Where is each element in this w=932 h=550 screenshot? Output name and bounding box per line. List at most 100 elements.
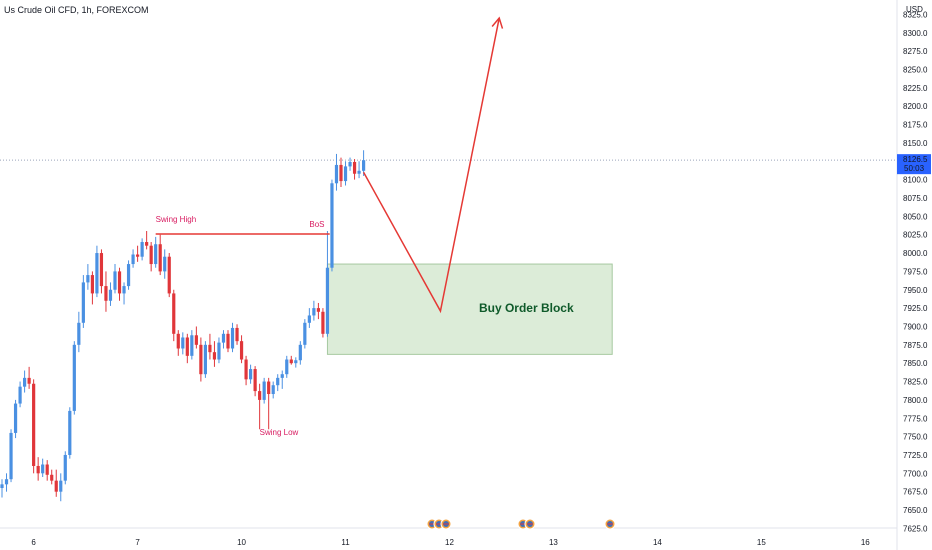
candle-body bbox=[212, 352, 217, 360]
y-tick-label: 7700.0 bbox=[903, 469, 928, 478]
candle-body bbox=[285, 359, 289, 375]
candle-body bbox=[276, 377, 280, 386]
candle-body bbox=[217, 342, 221, 360]
candle-body bbox=[312, 308, 316, 316]
candlestick-series bbox=[0, 150, 366, 502]
candle-body bbox=[54, 480, 58, 492]
y-tick-label: 7625.0 bbox=[903, 524, 928, 533]
candle-body bbox=[303, 322, 307, 345]
candle-body bbox=[18, 386, 22, 404]
y-tick-label: 7775.0 bbox=[903, 414, 928, 423]
candle-body bbox=[32, 383, 36, 466]
price-tag: 8126.5 50:03 bbox=[897, 154, 931, 175]
buy-order-block[interactable]: Buy Order Block bbox=[326, 263, 613, 355]
buy-order-block-zone[interactable] bbox=[326, 263, 613, 355]
symbol-title: Us Crude Oil CFD, 1h, FOREXCOM bbox=[4, 5, 149, 15]
candle-body bbox=[330, 183, 334, 268]
candle-body bbox=[163, 256, 167, 272]
candle-body bbox=[235, 327, 239, 342]
candle-body bbox=[63, 454, 67, 481]
projection-path[interactable] bbox=[362, 17, 500, 314]
candle-body bbox=[136, 254, 140, 257]
candle-body bbox=[343, 166, 348, 182]
y-tick-label: 8150.0 bbox=[903, 139, 928, 148]
candle-body bbox=[280, 374, 284, 378]
candle-body bbox=[117, 271, 122, 294]
candle-body bbox=[23, 377, 27, 387]
y-tick-label: 7750.0 bbox=[903, 433, 928, 442]
candle-body bbox=[167, 256, 171, 294]
y-tick-label: 8300.0 bbox=[903, 29, 928, 38]
candle-body bbox=[36, 465, 40, 474]
candle-body bbox=[194, 335, 198, 345]
candle-body bbox=[267, 381, 271, 395]
candle-body bbox=[298, 344, 302, 361]
candle-body bbox=[172, 293, 176, 334]
y-tick-label: 8325.0 bbox=[903, 10, 928, 19]
y-tick-label: 8100.0 bbox=[903, 176, 928, 185]
candle-body bbox=[145, 242, 149, 246]
y-tick-label: 7975.0 bbox=[903, 267, 928, 276]
economic-events bbox=[426, 518, 616, 530]
x-tick-label: 11 bbox=[341, 538, 350, 547]
y-tick-label: 7950.0 bbox=[903, 286, 928, 295]
candle-body bbox=[149, 245, 153, 265]
candle-body bbox=[249, 369, 253, 380]
y-tick-label: 8200.0 bbox=[903, 102, 928, 111]
candle-body bbox=[325, 267, 330, 334]
y-tick-label: 8025.0 bbox=[903, 231, 928, 240]
currency-label: USD bbox=[906, 5, 923, 14]
candle-body bbox=[72, 344, 76, 411]
price-tag-box bbox=[897, 154, 931, 175]
candle-body bbox=[352, 161, 357, 174]
candle-body bbox=[9, 432, 13, 480]
candle-body bbox=[348, 161, 352, 167]
swing-low-label: Swing Low bbox=[260, 428, 299, 437]
bos-label: BoS bbox=[309, 220, 324, 229]
y-tick-label: 7875.0 bbox=[903, 341, 928, 350]
candle-body bbox=[95, 253, 99, 294]
candle-body bbox=[126, 264, 131, 287]
y-tick-label: 7675.0 bbox=[903, 488, 928, 497]
y-tick-label: 8250.0 bbox=[903, 65, 928, 74]
candle-body bbox=[294, 360, 298, 364]
candle-body bbox=[104, 286, 108, 301]
swing-high-label: Swing High bbox=[156, 215, 196, 224]
y-tick-label: 7900.0 bbox=[903, 322, 928, 331]
candle-body bbox=[122, 286, 126, 294]
candle-body bbox=[154, 244, 158, 265]
candle-body bbox=[185, 337, 189, 356]
candle-body bbox=[181, 337, 185, 349]
candle-body bbox=[321, 311, 325, 334]
candle-body bbox=[108, 289, 113, 301]
y-tick-label: 7825.0 bbox=[903, 378, 928, 387]
candle-body bbox=[27, 377, 31, 384]
y-tick-label: 7725.0 bbox=[903, 451, 928, 460]
candle-body bbox=[99, 253, 104, 287]
x-tick-label: 16 bbox=[861, 538, 870, 547]
x-tick-label: 14 bbox=[653, 538, 662, 547]
buy-order-block-label: Buy Order Block bbox=[479, 301, 574, 315]
candle-body bbox=[316, 308, 320, 312]
y-axis: 8325.0 8300.0 8275.0 8250.0 8225.0 8200.0 8175… bbox=[903, 10, 928, 533]
candle-body bbox=[50, 474, 54, 481]
candle-body bbox=[190, 335, 194, 356]
candle-body bbox=[4, 479, 9, 485]
x-tick-label: 12 bbox=[445, 538, 454, 547]
candle-body bbox=[41, 464, 45, 474]
candle-body bbox=[59, 480, 63, 492]
candle-body bbox=[81, 282, 85, 323]
candle-body bbox=[271, 385, 275, 395]
price-tag-value: 8126.5 bbox=[903, 155, 928, 164]
y-tick-label: 8175.0 bbox=[903, 121, 928, 130]
candle-body bbox=[339, 164, 343, 182]
candle-body bbox=[0, 484, 4, 489]
arrow-head-icon bbox=[491, 16, 504, 29]
candle-body bbox=[230, 327, 235, 349]
x-tick-label: 13 bbox=[549, 538, 558, 547]
candle-body bbox=[68, 410, 72, 455]
y-tick-label: 8075.0 bbox=[903, 194, 928, 203]
candle-body bbox=[199, 344, 203, 375]
candle-body bbox=[158, 244, 162, 272]
